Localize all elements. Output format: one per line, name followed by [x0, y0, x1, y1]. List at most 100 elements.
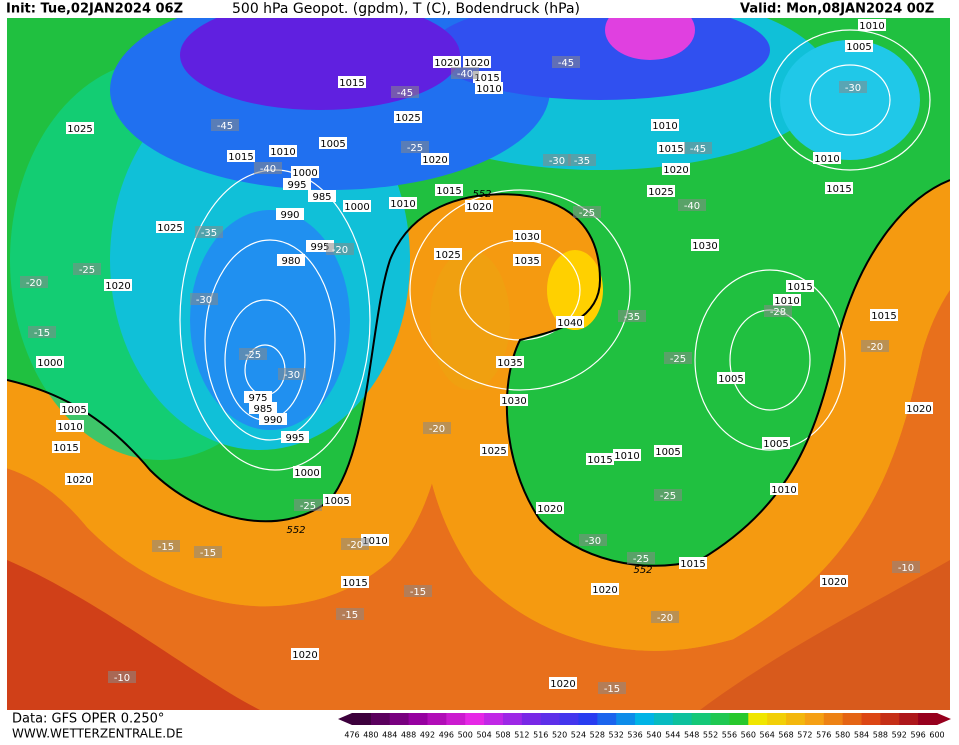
colorbar-cell [880, 713, 900, 725]
colorbar-tick-label: 592 [892, 731, 907, 740]
isobar-label: 1025 [648, 187, 673, 198]
isobar-label-box [293, 466, 321, 478]
isobar-label: 975 [248, 393, 267, 404]
isobar-label: 1010 [270, 147, 295, 158]
colorbar-cell [842, 713, 863, 725]
isobar-label-box [613, 449, 641, 461]
colorbar-cell [767, 713, 787, 725]
colorbar-cell [559, 713, 579, 725]
valid-time: Valid: Mon,08JAN2024 00Z [740, 2, 934, 17]
isobar-label-box [762, 437, 790, 449]
isobar-label: 1020 [537, 504, 562, 515]
colorbar-tick-label: 596 [910, 731, 925, 740]
temperature-label: -30 [196, 295, 212, 306]
isobar-label-box [244, 391, 272, 403]
temperature-label-box [20, 276, 48, 288]
colorbar-cell [691, 713, 712, 725]
isobar-label: 1020 [550, 679, 575, 690]
init-time: Init: Tue,02JAN2024 06Z [6, 2, 183, 17]
isobar-label-box [338, 76, 366, 88]
isobar-label-box [323, 494, 351, 506]
colorbar-tick-label: 572 [797, 731, 812, 740]
isobar-label-box [473, 71, 501, 83]
temperature-label: -25 [79, 265, 95, 276]
isobar-label: 990 [280, 210, 299, 221]
colorbar-cell [427, 713, 447, 725]
temperature-label: -45 [690, 144, 706, 155]
isobar-label: 1025 [395, 113, 420, 124]
isobar-label-box [463, 56, 491, 68]
isobar-label: 1020 [663, 165, 688, 176]
temperature-label: -40 [457, 69, 473, 80]
isobar-label: 1035 [514, 256, 539, 267]
temperature-label: -30 [549, 156, 565, 167]
isobar-label: 1015 [228, 152, 253, 163]
colorbar-cell [408, 713, 428, 725]
colorbar-tick-label: 600 [929, 731, 944, 740]
isobar-label-box [421, 153, 449, 165]
isobar-label: 995 [310, 242, 329, 253]
temperature-label-box [278, 368, 306, 380]
isobar-label-box [291, 166, 319, 178]
temperature-label-box [211, 119, 239, 131]
isobar-label-box [394, 111, 422, 123]
data-source: Data: GFS OPER 0.250° [12, 712, 164, 727]
isobar-label: 1010 [771, 485, 796, 496]
isobar-label-box [36, 356, 64, 368]
temperature-label-box [579, 534, 607, 546]
colorbar-tick-label: 512 [514, 731, 529, 740]
colorbar-tick-label: 536 [627, 731, 642, 740]
temperature-label: -45 [558, 58, 574, 69]
temperature-label: -15 [200, 548, 216, 559]
temperature-label: -20 [429, 424, 445, 435]
isobar-label: 1025 [481, 446, 506, 457]
colorbar-tick-label: 484 [382, 731, 397, 740]
temperature-label: -40 [684, 201, 700, 212]
temperature-label: -30 [845, 83, 861, 94]
isobar-label-box [56, 420, 84, 432]
colorbar-tick-label: 500 [458, 731, 473, 740]
temperature-label: -25 [660, 491, 676, 502]
isobar-label-box [66, 122, 94, 134]
isobar-label: 1020 [592, 585, 617, 596]
colorbar: 476 480 484 488 492 496 500 504 508 512 516 520 524 5… [338, 713, 951, 740]
colorbar-cell [748, 713, 768, 725]
isobar-label-box [654, 445, 682, 457]
isobar-label-box [813, 152, 841, 164]
isobar-label: 1010 [57, 422, 82, 433]
isobar-label: 1005 [320, 139, 345, 150]
isobar-label: 1020 [821, 577, 846, 588]
height-label: 552 [286, 525, 305, 536]
temperature-label-box [839, 81, 867, 93]
isobar-label: 1005 [61, 405, 86, 416]
isobar-label-box [343, 200, 371, 212]
temperature-label-box [568, 154, 596, 166]
temperature-label: -45 [397, 88, 413, 99]
colorbar-tick-label: 492 [420, 731, 435, 740]
isobar-label: 1015 [680, 559, 705, 570]
colorbar-cell [729, 713, 749, 725]
colorbar-cell [370, 713, 391, 725]
isobar-label: 1040 [557, 318, 582, 329]
isobar-label: 985 [253, 404, 272, 415]
colorbar-tick-label: 560 [741, 731, 756, 740]
temperature-label-box [451, 67, 479, 79]
colorbar-tick-label: 480 [363, 731, 378, 740]
isobar-label-box [773, 294, 801, 306]
temperature-label-box [543, 154, 571, 166]
colorbar-tick-label: 588 [873, 731, 888, 740]
isobar-label-box [536, 502, 564, 514]
isobar-label-box [786, 280, 814, 292]
temperature-label-box [404, 585, 432, 597]
colorbar-tick-label: 504 [476, 731, 491, 740]
isobar-label: 990 [263, 415, 282, 426]
isobar-label: 995 [287, 180, 306, 191]
colorbar-arrow-high [937, 713, 951, 725]
temperature-label: -20 [657, 613, 673, 624]
temperature-label-box [195, 226, 223, 238]
colorbar-tick-label: 476 [344, 731, 359, 740]
isobar-label-box [845, 40, 873, 52]
temperature-label: -35 [201, 228, 217, 239]
